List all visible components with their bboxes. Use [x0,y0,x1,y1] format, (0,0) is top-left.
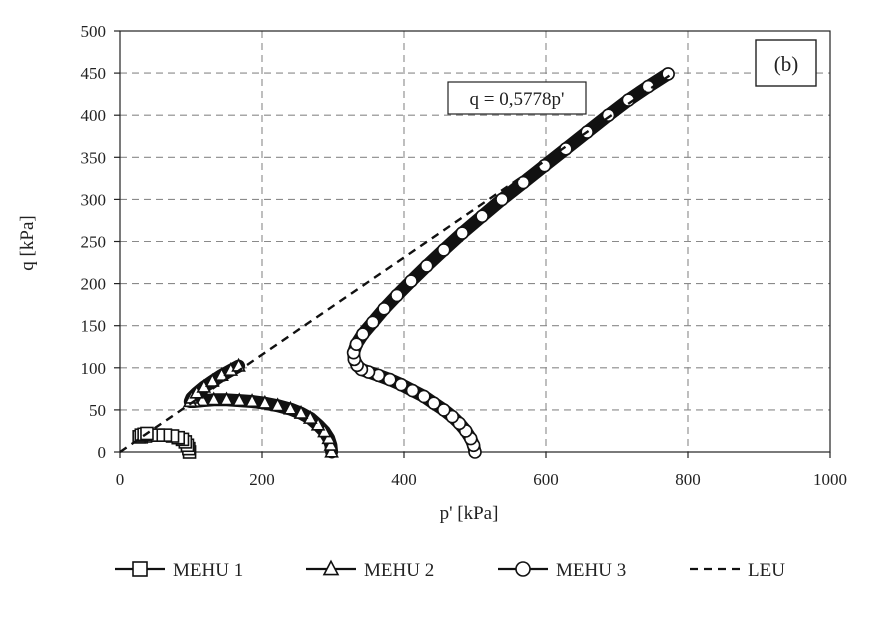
x-tick-label: 600 [533,470,559,489]
point-mehu-3 [349,337,364,352]
y-tick-label: 350 [81,148,107,167]
legend-item-mehu-2: MEHU 2 [306,559,434,581]
legend-label-leu: LEU [748,560,785,581]
point-mehu-2 [283,400,298,415]
point-mehu-3 [495,192,509,207]
y-tick-label: 450 [81,64,107,83]
x-tick-label: 1000 [813,470,847,489]
point-mehu-2 [323,436,339,451]
legend-label-mehu-3: MEHU 3 [556,560,626,581]
point-mehu-2 [324,443,339,458]
y-tick-label: 0 [98,443,107,462]
point-mehu-3 [475,209,489,224]
point-mehu-3 [537,158,552,173]
x-tick-label: 400 [391,470,417,489]
point-mehu-2 [231,392,247,407]
point-mehu-3 [356,327,370,341]
point-mehu-3 [559,142,573,156]
legend: MEHU 1 MEHU 2 MEHU 3 LEU [115,559,785,581]
legend-item-mehu-1: MEHU 1 [115,560,243,581]
legend-item-mehu-3: MEHU 3 [498,560,626,581]
point-mehu-3 [382,372,397,387]
point-mehu-2 [317,423,332,438]
point-mehu-2 [321,430,337,445]
annotation-box: q = 0,5778p' [447,81,587,115]
point-mehu-2 [219,391,234,406]
legend-label-mehu-2: MEHU 2 [364,560,434,581]
y-tick-label: 250 [81,233,107,252]
x-tick-label: 800 [675,470,701,489]
ticks: 0 200 400 600 800 1000 0 50 100 150 200 250 300 350 40… [81,22,848,489]
point-mehu-3 [394,377,408,392]
point-mehu-2 [257,394,273,409]
point-mehu-3 [417,389,431,404]
panel-label-box: (b) [755,39,817,87]
x-axis-title: p' [kPa] [440,503,499,524]
x-tick-label: 200 [249,470,275,489]
legend-marker-mehu-2 [322,559,340,576]
legend-label-mehu-1: MEHU 1 [173,560,243,581]
point-mehu-3 [427,396,441,410]
point-mehu-2 [310,416,326,431]
y-tick-label: 50 [89,401,106,420]
point-mehu-3 [419,259,434,273]
point-mehu-2 [206,391,222,406]
y-tick-label: 500 [81,22,107,41]
x-tick-label: 0 [116,470,125,489]
y-tick-label: 150 [81,317,107,336]
legend-marker-mehu-3 [515,561,531,577]
point-mehu-3 [436,403,451,417]
point-mehu-3 [455,226,470,240]
legend-item-leu: LEU [690,560,785,581]
y-tick-label: 100 [81,359,107,378]
point-mehu-2 [270,397,285,412]
panel-label: (b) [774,52,799,76]
y-tick-label: 400 [81,106,107,125]
point-mehu-2 [244,393,260,408]
point-mehu-3 [601,108,616,122]
series-layer [119,67,675,459]
point-mehu-3 [365,315,380,330]
point-mehu-3 [405,383,420,398]
leu-annotation: q = 0,5778p' [470,89,565,110]
point-mehu-3 [661,67,675,81]
point-mehu-3 [404,274,418,288]
point-mehu-3 [377,302,391,316]
y-tick-label: 200 [81,275,107,294]
point-mehu-3 [390,288,404,303]
point-mehu-3 [436,243,451,257]
y-tick-label: 300 [81,190,107,209]
point-mehu-2 [293,404,309,419]
point-mehu-2 [195,392,210,407]
point-mehu-3 [516,175,531,190]
legend-marker-mehu-1 [132,561,148,577]
series-mehu-3 [346,67,675,459]
y-axis-title: q [kPa] [17,215,38,270]
